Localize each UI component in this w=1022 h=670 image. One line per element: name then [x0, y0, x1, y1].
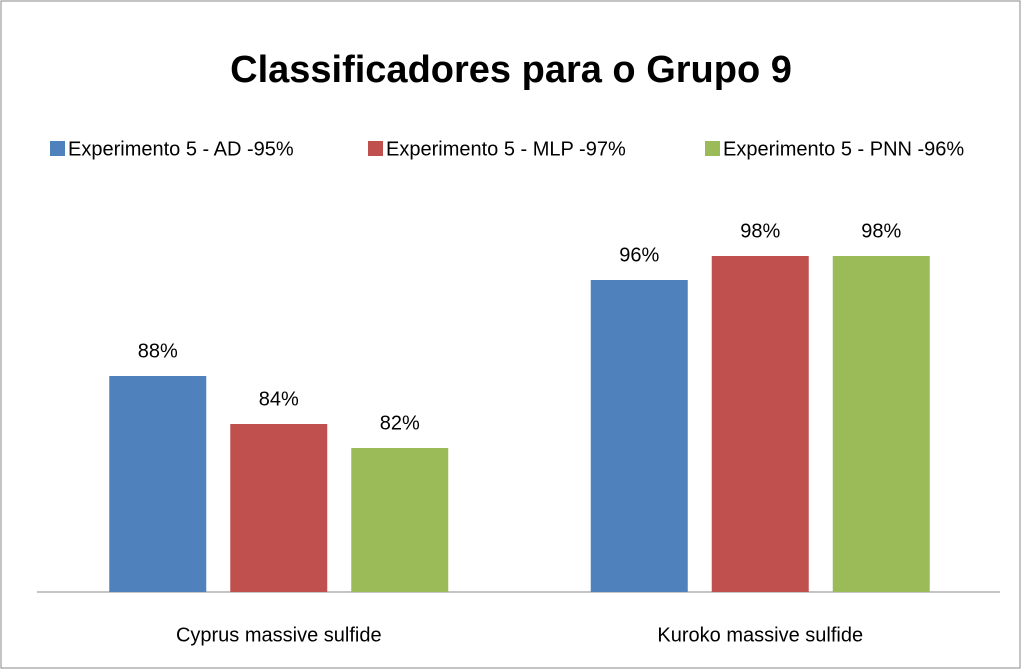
- bar: [711, 256, 809, 592]
- data-label: 84%: [259, 388, 299, 410]
- bar: [351, 448, 449, 592]
- x-tick-label: Cyprus massive sulfide: [176, 624, 382, 646]
- legend-label: Experimento 5 - MLP -97%: [386, 138, 626, 160]
- bar: [230, 424, 328, 592]
- legend-swatch: [50, 141, 65, 156]
- legend-swatch: [368, 141, 383, 156]
- bar: [109, 376, 207, 592]
- data-label: 98%: [861, 220, 901, 242]
- legend-label: Experimento 5 - AD -95%: [68, 138, 294, 160]
- data-label: 98%: [740, 220, 780, 242]
- legend-swatch: [705, 141, 720, 156]
- data-label: 82%: [380, 412, 420, 434]
- chart-title: Classificadores para o Grupo 9: [230, 49, 792, 91]
- bar: [832, 256, 930, 592]
- data-label: 96%: [619, 244, 659, 266]
- data-label: 88%: [138, 340, 178, 362]
- x-tick-label: Kuroko massive sulfide: [657, 624, 863, 646]
- bar: [590, 280, 688, 592]
- legend-label: Experimento 5 - PNN -96%: [723, 138, 964, 160]
